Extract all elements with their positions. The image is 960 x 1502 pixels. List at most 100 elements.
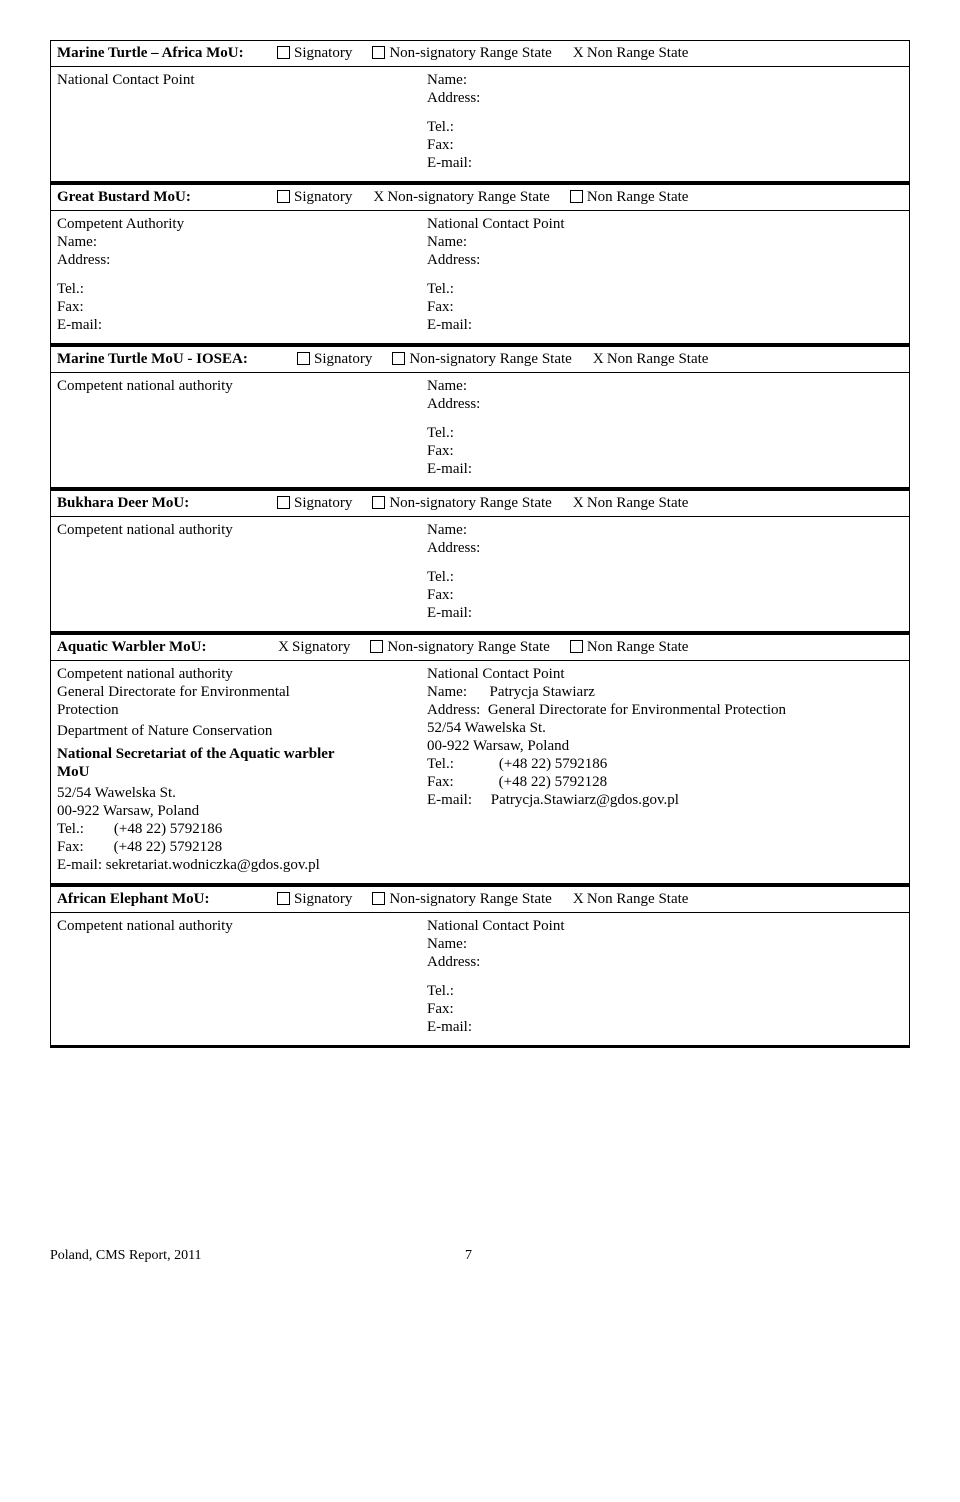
section-bukhara: Bukhara Deer MoU: Signatory Non-signator… [50, 490, 910, 632]
email-label: E-mail: [427, 461, 903, 478]
cna-label: Competent national authority [57, 918, 417, 935]
tel-label: Tel.: [427, 569, 903, 586]
tel-line: Tel.: (+48 22) 5792186 [427, 756, 903, 773]
body-row: Competent national authority General Dir… [51, 661, 909, 883]
address-label: Address: [427, 396, 903, 413]
body-row: Competent Authority Name: Address: Tel.:… [51, 211, 909, 343]
cna-label: Competent national authority [57, 522, 417, 539]
cna-label: Competent national authority [57, 666, 417, 683]
x-icon: X [277, 639, 290, 656]
mou-title: Marine Turtle MoU - IOSEA: [57, 351, 297, 368]
mou-title: African Elephant MoU: [57, 891, 277, 908]
ncp-label: National Contact Point [427, 666, 903, 683]
options: Signatory XNon-signatory Range State Non… [277, 189, 903, 206]
email-label: E-mail: [427, 1019, 903, 1036]
header-row: Marine Turtle MoU - IOSEA: Signatory Non… [51, 347, 909, 373]
page-footer: Poland, CMS Report, 2011 7 [50, 1248, 910, 1264]
fax-label: Fax: [427, 299, 903, 316]
checkbox-icon [372, 496, 385, 509]
checkbox-icon [570, 190, 583, 203]
org-line: Protection [57, 702, 417, 719]
right-col: National Contact Point Name: Patrycja St… [427, 665, 903, 875]
page-number: 7 [465, 1248, 472, 1264]
ca-label: Competent Authority [57, 216, 417, 233]
header-row: Marine Turtle – Africa MoU: Signatory No… [51, 41, 909, 67]
checkbox-icon [277, 892, 290, 905]
x-icon: X [572, 891, 585, 908]
fax-line: Fax: (+48 22) 5792128 [427, 774, 903, 791]
header-row: Bukhara Deer MoU: Signatory Non-signator… [51, 491, 909, 517]
tel-line: Tel.: (+48 22) 5792186 [57, 821, 417, 838]
section-elephant: African Elephant MoU: Signatory Non-sign… [50, 886, 910, 1046]
checkbox-icon [277, 190, 290, 203]
opt-signatory: Signatory [277, 891, 352, 908]
x-icon: X [592, 351, 605, 368]
mou-title: Aquatic Warbler MoU: [57, 639, 277, 656]
section-great-bustard: Great Bustard MoU: Signatory XNon-signat… [50, 184, 910, 344]
addr-line: 00-922 Warsaw, Poland [57, 803, 417, 820]
left-col: National Contact Point [57, 71, 427, 173]
section-marine-africa: Marine Turtle – Africa MoU: Signatory No… [50, 40, 910, 182]
tel-label: Tel.: [427, 119, 903, 136]
checkbox-icon [277, 496, 290, 509]
opt-nonsig: Non-signatory Range State [370, 639, 549, 656]
checkbox-icon [277, 46, 290, 59]
x-icon: X [572, 45, 585, 62]
address-label: Address: [57, 252, 417, 269]
mou-title: Great Bustard MoU: [57, 189, 277, 206]
opt-signatory: Signatory [297, 351, 372, 368]
header-row: African Elephant MoU: Signatory Non-sign… [51, 887, 909, 913]
body-row: National Contact Point Name: Address: Te… [51, 67, 909, 181]
fax-label: Fax: [427, 443, 903, 460]
opt-nonsig: Non-signatory Range State [372, 495, 551, 512]
options: XSignatory Non-signatory Range State Non… [277, 639, 903, 656]
body-row: Competent national authority Name: Addre… [51, 517, 909, 631]
opt-signatory: XSignatory [277, 639, 350, 656]
tel-label: Tel.: [427, 281, 903, 298]
addr-line: 52/54 Wawelska St. [427, 720, 903, 737]
secretariat-line: MoU [57, 764, 417, 781]
left-col: Competent national authority [57, 917, 427, 1037]
tel-label: Tel.: [57, 281, 417, 298]
opt-nonrange: XNon Range State [572, 891, 689, 908]
addr-line: Address: General Directorate for Environ… [427, 702, 903, 719]
opt-nonsig: Non-signatory Range State [392, 351, 571, 368]
dept-line: Department of Nature Conservation [57, 723, 417, 740]
opt-signatory: Signatory [277, 189, 352, 206]
right-col: National Contact Point Name: Address: Te… [427, 917, 903, 1037]
right-col: Name: Address: Tel.: Fax: E-mail: [427, 71, 903, 173]
name-label: Name: [427, 234, 903, 251]
mou-title: Marine Turtle – Africa MoU: [57, 45, 277, 62]
options: Signatory Non-signatory Range State XNon… [297, 351, 903, 368]
section-marine-iosea: Marine Turtle MoU - IOSEA: Signatory Non… [50, 346, 910, 488]
name-label: Name: [427, 72, 903, 89]
opt-nonsig: Non-signatory Range State [372, 891, 551, 908]
cna-label: Competent national authority [57, 378, 417, 395]
left-col: Competent national authority [57, 377, 427, 479]
opt-nonrange: Non Range State [570, 189, 689, 206]
opt-nonrange: Non Range State [570, 639, 689, 656]
fax-label: Fax: [57, 299, 417, 316]
email-line: E-mail: Patrycja.Stawiarz@gdos.gov.pl [427, 792, 903, 809]
email-label: E-mail: [57, 317, 417, 334]
addr-line: 00-922 Warsaw, Poland [427, 738, 903, 755]
secretariat-line: National Secretariat of the Aquatic warb… [57, 746, 417, 763]
x-icon: X [372, 189, 385, 206]
x-icon: X [572, 495, 585, 512]
options: Signatory Non-signatory Range State XNon… [277, 891, 903, 908]
email-line: E-mail: sekretariat.wodniczka@gdos.gov.p… [57, 857, 417, 874]
name-label: Name: [427, 522, 903, 539]
ncp-label: National Contact Point [427, 216, 903, 233]
right-col: Name: Address: Tel.: Fax: E-mail: [427, 521, 903, 623]
opt-nonsig: Non-signatory Range State [372, 45, 551, 62]
fax-line: Fax: (+48 22) 5792128 [57, 839, 417, 856]
tel-label: Tel.: [427, 983, 903, 1000]
body-row: Competent national authority National Co… [51, 913, 909, 1045]
name-label: Name: [427, 936, 903, 953]
opt-nonsig: XNon-signatory Range State [372, 189, 549, 206]
ncp-label: National Contact Point [427, 918, 903, 935]
checkbox-icon [297, 352, 310, 365]
address-label: Address: [427, 252, 903, 269]
right-col: National Contact Point Name: Address: Te… [427, 215, 903, 335]
checkbox-icon [570, 640, 583, 653]
